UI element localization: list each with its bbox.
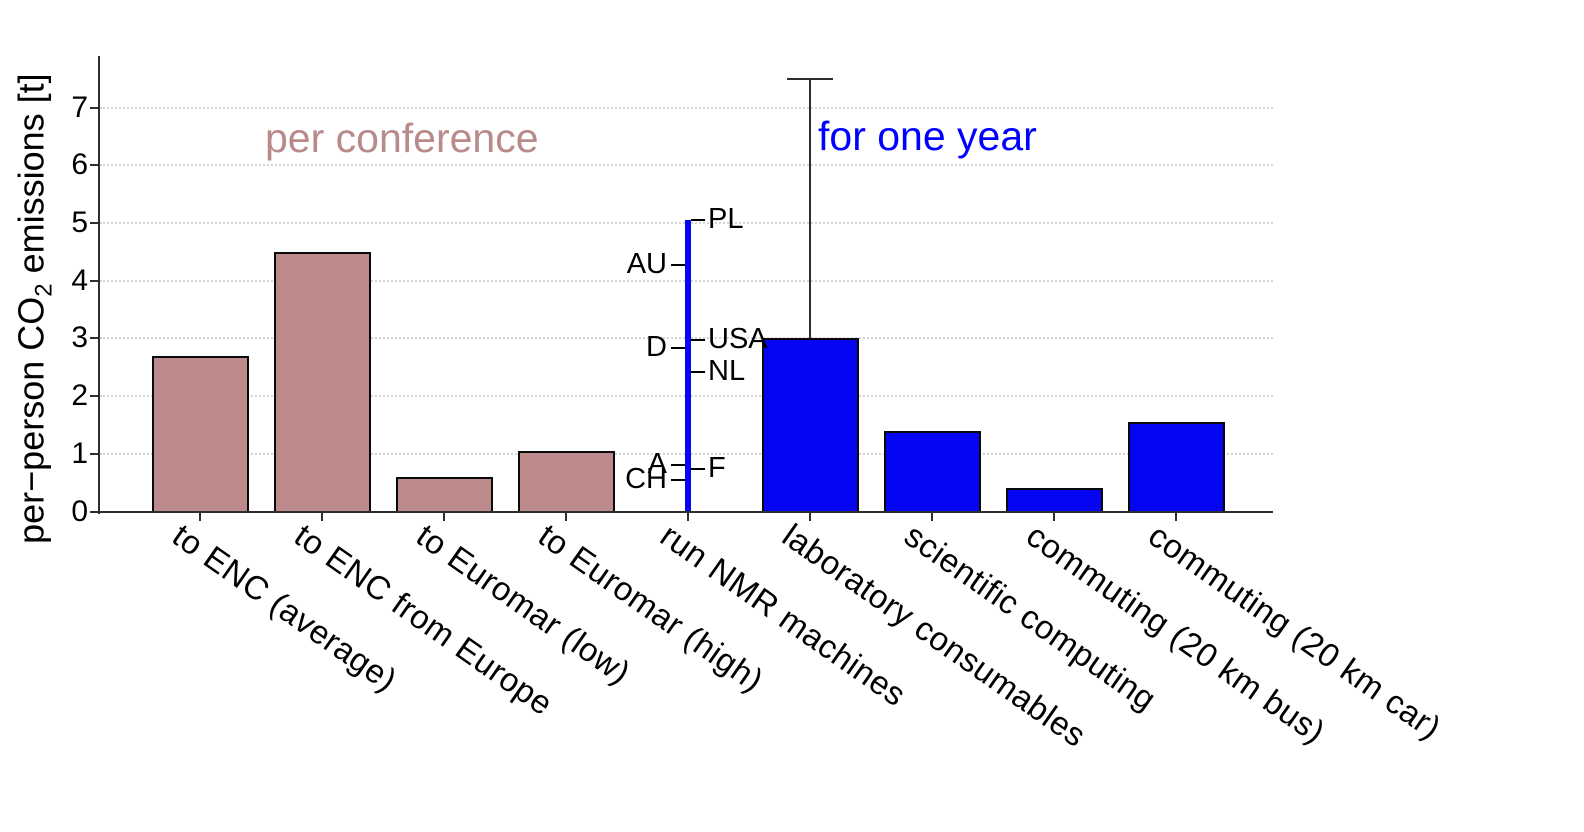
x-axis-line bbox=[98, 510, 1273, 513]
bar-laboratory-consumables bbox=[761, 338, 859, 512]
y-axis-label: per−person CO2 emissions [t] bbox=[10, 59, 64, 559]
bar-to-euromar-low- bbox=[395, 476, 493, 512]
nmr-marker-label-AU: AU bbox=[626, 248, 667, 281]
nmr-marker-label-CH: CH bbox=[625, 462, 667, 495]
x-label-to-enc-average-: to ENC (average) bbox=[165, 516, 405, 699]
y-tick-label-4: 4 bbox=[71, 263, 88, 297]
nmr-marker-label-USA: USA bbox=[708, 323, 768, 356]
gridline-y6 bbox=[100, 164, 1273, 167]
y-tick-4 bbox=[90, 279, 98, 282]
x-tick-3 bbox=[565, 512, 567, 521]
y-tick-label-2: 2 bbox=[71, 379, 88, 413]
nmr-marker-tick-NL bbox=[691, 370, 705, 373]
y-tick-label-7: 7 bbox=[71, 90, 88, 124]
bar-to-enc-from-europe bbox=[273, 251, 371, 512]
nmr-marker-tick-PL bbox=[691, 219, 705, 222]
x-tick-7 bbox=[1053, 512, 1055, 521]
y-tick-5 bbox=[90, 222, 98, 224]
x-tick-4 bbox=[687, 512, 689, 521]
y-tick-7 bbox=[90, 106, 98, 109]
nmr-marker-tick-A bbox=[671, 463, 685, 466]
nmr-marker-tick-AU bbox=[671, 264, 685, 267]
y-axis-line bbox=[98, 56, 100, 514]
group-title-per-conference: per conference bbox=[265, 115, 539, 161]
y-tick-6 bbox=[90, 164, 98, 167]
y-tick-label-3: 3 bbox=[71, 321, 88, 355]
bar-to-enc-average- bbox=[151, 355, 249, 512]
x-label-to-euromar-low-: to Euromar (low) bbox=[409, 516, 638, 692]
x-tick-5 bbox=[809, 512, 811, 521]
x-tick-8 bbox=[1175, 512, 1177, 521]
nmr-marker-label-PL: PL bbox=[708, 203, 744, 236]
nmr-marker-tick-D bbox=[671, 346, 685, 349]
y-tick-1 bbox=[90, 452, 98, 455]
nmr-marker-label-D: D bbox=[646, 330, 667, 363]
nmr-marker-tick-CH bbox=[671, 478, 685, 481]
bar-run-nmr-machines bbox=[685, 220, 691, 512]
y-tick-label-5: 5 bbox=[71, 206, 88, 239]
bar-to-euromar-high- bbox=[517, 450, 615, 512]
y-tick-0 bbox=[90, 510, 98, 513]
nmr-marker-tick-USA bbox=[691, 339, 705, 342]
y-tick-label-1: 1 bbox=[71, 436, 88, 470]
x-tick-2 bbox=[443, 512, 445, 521]
error-bar-line bbox=[809, 78, 811, 339]
bar-scientific-computing bbox=[883, 430, 981, 512]
x-tick-1 bbox=[321, 512, 323, 521]
y-tick-label-0: 0 bbox=[71, 494, 88, 528]
y-tick-label-6: 6 bbox=[71, 148, 88, 182]
x-label-to-euromar-high-: to Euromar (high) bbox=[531, 516, 771, 699]
y-tick-3 bbox=[90, 337, 98, 340]
gridline-y7 bbox=[100, 106, 1273, 109]
bar-commuting-20-km-bus- bbox=[1005, 488, 1103, 512]
nmr-marker-label-F: F bbox=[708, 451, 726, 484]
x-tick-6 bbox=[931, 512, 933, 521]
x-tick-0 bbox=[199, 512, 201, 521]
y-tick-2 bbox=[90, 395, 98, 398]
nmr-marker-tick-F bbox=[691, 467, 705, 470]
error-bar-cap bbox=[787, 77, 833, 80]
nmr-marker-label-NL: NL bbox=[708, 354, 746, 387]
bar-commuting-20-km-car- bbox=[1127, 422, 1225, 512]
nmr-marker-label-A: A bbox=[647, 447, 667, 480]
group-title-for-one-year: for one year bbox=[818, 113, 1037, 159]
